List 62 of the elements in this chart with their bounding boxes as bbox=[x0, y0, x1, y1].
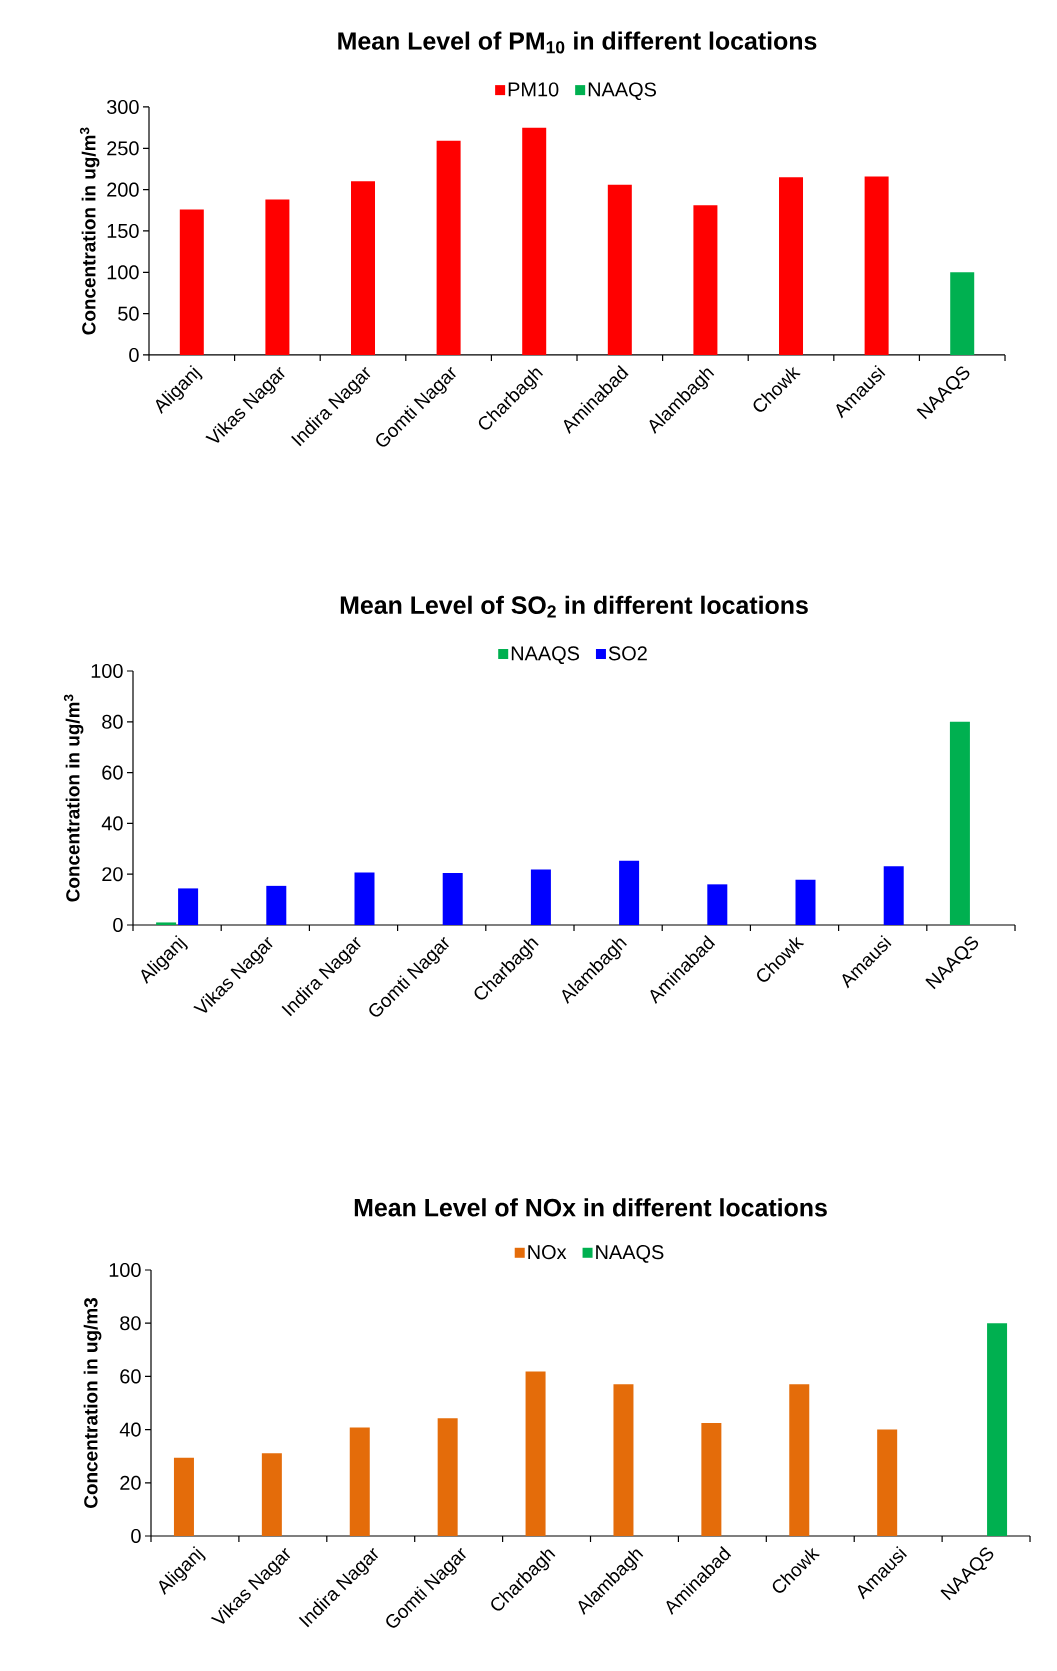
y-tick-label: 40 bbox=[119, 1422, 141, 1437]
bar bbox=[795, 879, 816, 925]
bar bbox=[525, 1371, 546, 1536]
y-tick-label: 100 bbox=[107, 265, 139, 280]
y-tick-label: 250 bbox=[107, 141, 139, 156]
y-tick-label: 0 bbox=[129, 347, 139, 363]
bar bbox=[351, 181, 376, 355]
bar bbox=[156, 922, 177, 925]
y-tick-label: 50 bbox=[118, 306, 139, 321]
bar bbox=[442, 872, 463, 925]
bar bbox=[950, 272, 975, 355]
legend-label: NAAQS bbox=[588, 82, 656, 101]
bar bbox=[864, 176, 889, 355]
bar bbox=[883, 866, 904, 925]
y-axis-title: Concentration in ug/m3 bbox=[83, 1297, 102, 1508]
y-tick-label: 20 bbox=[120, 1475, 141, 1490]
bar bbox=[701, 1422, 722, 1536]
chart-title: Mean Level of NOx in different locations bbox=[354, 1198, 827, 1217]
y-axis-title: Concentration in ug/m$^{3}$ bbox=[63, 694, 84, 902]
y-tick-label: 200 bbox=[107, 182, 139, 197]
bar bbox=[530, 869, 551, 925]
y-tick-label: 80 bbox=[120, 1316, 141, 1331]
legend-label: NAAQS bbox=[596, 1245, 664, 1263]
bar bbox=[178, 888, 199, 925]
y-tick-label: 80 bbox=[102, 714, 123, 729]
y-tick-label: 60 bbox=[120, 1369, 141, 1384]
bar bbox=[877, 1429, 898, 1536]
legend-label: NOx bbox=[528, 1245, 567, 1260]
bar bbox=[607, 184, 632, 355]
bar bbox=[261, 1453, 282, 1536]
bar bbox=[987, 1323, 1008, 1536]
legend-label: SO2 bbox=[608, 646, 647, 661]
bar bbox=[789, 1384, 810, 1536]
legend-label: NAAQS bbox=[511, 646, 580, 664]
bar bbox=[354, 872, 375, 925]
bar bbox=[437, 1418, 458, 1536]
y-axis-title: Concentration in ug/m$^{3}$ bbox=[79, 127, 100, 335]
y-tick-label: 20 bbox=[102, 867, 123, 882]
bar bbox=[707, 884, 728, 925]
bar bbox=[693, 205, 718, 355]
bar bbox=[436, 140, 461, 355]
y-tick-label: 100 bbox=[109, 1262, 141, 1278]
y-tick-label: 40 bbox=[101, 816, 123, 831]
chart-title: Mean Level of PM$_{10}$ in different locations bbox=[338, 31, 817, 54]
y-tick-label: 150 bbox=[107, 223, 139, 239]
bar bbox=[173, 1457, 194, 1536]
y-tick-label: 60 bbox=[102, 765, 123, 780]
bar bbox=[266, 885, 287, 925]
chart-title: Mean Level of SO$_{2}$ in different locations bbox=[340, 595, 808, 618]
bar bbox=[949, 721, 970, 925]
bar bbox=[779, 177, 804, 355]
legend-label: PM10 bbox=[508, 82, 559, 97]
y-tick-label: 100 bbox=[91, 663, 123, 679]
bar bbox=[265, 199, 290, 355]
bar bbox=[179, 209, 204, 355]
bar bbox=[613, 1384, 634, 1536]
bar bbox=[619, 860, 640, 925]
y-tick-label: 0 bbox=[131, 1528, 141, 1544]
y-tick-label: 0 bbox=[113, 917, 123, 933]
y-tick-label: 300 bbox=[107, 99, 139, 115]
bar bbox=[349, 1427, 370, 1536]
bar bbox=[522, 127, 547, 355]
